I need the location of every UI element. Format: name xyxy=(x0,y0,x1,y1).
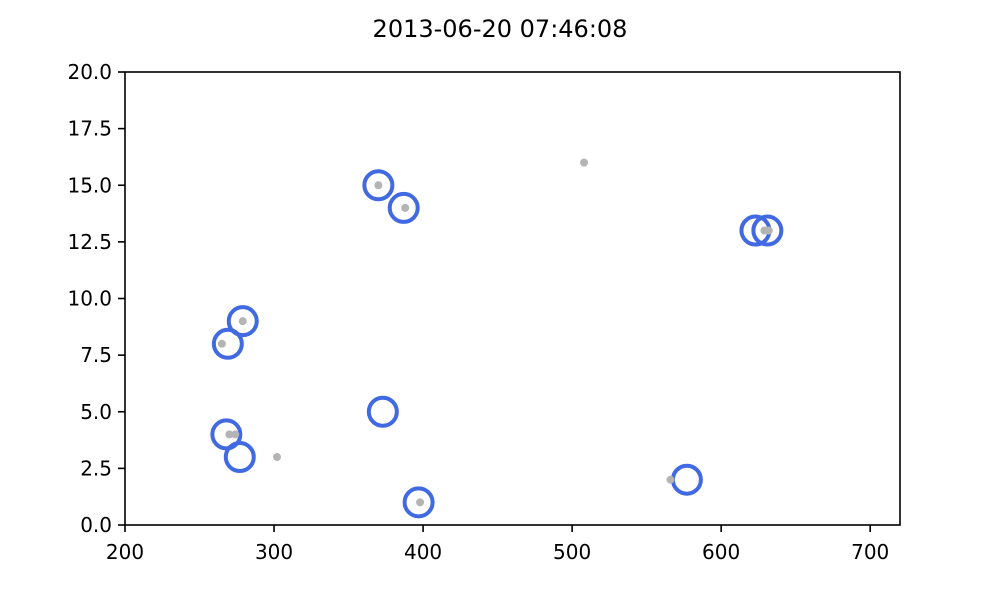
x-tick-label: 300 xyxy=(255,540,293,564)
y-tick-label: 12.5 xyxy=(67,230,112,254)
x-tick-label: 700 xyxy=(851,540,889,564)
gray-dot-point xyxy=(764,226,773,235)
x-tick-label: 400 xyxy=(404,540,442,564)
gray-dot-point xyxy=(401,203,410,212)
x-tick-label: 200 xyxy=(106,540,144,564)
axes-frame xyxy=(124,71,901,526)
y-axis: 0.0 2.5 5.0 7.5 10.0 12.5 15.0 17.5 20.0 xyxy=(67,60,125,537)
plot-area xyxy=(210,158,784,519)
y-tick-label: 5.0 xyxy=(80,400,112,424)
gray-dot-point xyxy=(273,453,282,462)
y-tick-label: 0.0 xyxy=(80,513,112,537)
hollow-circle-point xyxy=(211,327,244,360)
hollow-circle-point xyxy=(362,169,395,202)
y-tick-label: 20.0 xyxy=(67,60,112,84)
gray-dot-point xyxy=(374,181,383,190)
gray-dot-point xyxy=(580,158,589,167)
y-tick-label: 17.5 xyxy=(67,117,112,141)
gray-dot-point xyxy=(666,475,675,484)
hollow-circle-point xyxy=(226,305,259,338)
gray-dot-point xyxy=(217,339,226,348)
y-tick-label: 15.0 xyxy=(67,173,112,197)
gray-dot-point xyxy=(231,430,240,439)
gray-dot-point xyxy=(238,317,247,326)
hollow-circle-point xyxy=(223,441,256,474)
x-tick-label: 600 xyxy=(702,540,740,564)
gray-dot-point xyxy=(225,430,234,439)
y-tick-label: 10.0 xyxy=(67,287,112,311)
hollow-circle-point xyxy=(366,395,399,428)
hollow-circle-point xyxy=(670,463,703,496)
hollow-circle-point xyxy=(751,214,784,247)
chart-title: 2013-06-20 07:46:08 xyxy=(373,15,628,43)
x-axis: 200 300 400 500 600 700 xyxy=(106,525,889,564)
y-tick-label: 7.5 xyxy=(80,343,112,367)
y-tick-label: 2.5 xyxy=(80,456,112,480)
hollow-circle-point xyxy=(387,191,420,224)
gray-dot-point xyxy=(416,498,425,507)
hollow-circle-point xyxy=(402,486,435,519)
x-tick-label: 500 xyxy=(553,540,591,564)
